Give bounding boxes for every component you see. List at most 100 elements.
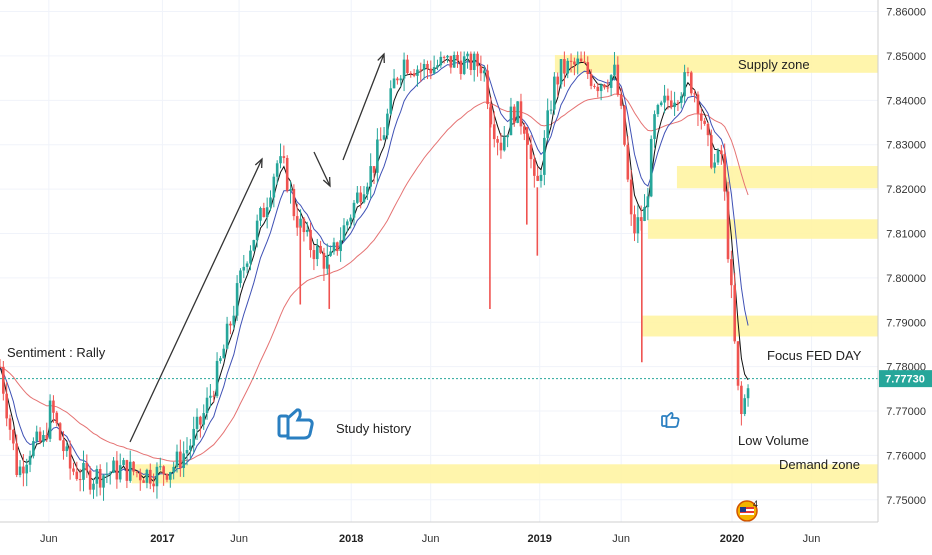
candle-body bbox=[626, 144, 630, 180]
candle-body bbox=[586, 62, 590, 74]
candle-body bbox=[556, 76, 560, 85]
candle-body bbox=[422, 63, 426, 70]
candle-body bbox=[35, 431, 39, 442]
candle-body bbox=[356, 192, 359, 203]
candle-body bbox=[219, 358, 222, 361]
candle-body bbox=[65, 446, 69, 452]
candle-body bbox=[212, 395, 216, 397]
candle-body bbox=[509, 106, 513, 136]
candle-body bbox=[539, 174, 543, 181]
candle-body bbox=[199, 416, 202, 425]
candle-body bbox=[32, 441, 35, 457]
thumbs-up-icon bbox=[277, 408, 314, 440]
candle-body bbox=[322, 252, 326, 269]
candle-body bbox=[68, 446, 72, 469]
candle-body bbox=[312, 250, 316, 260]
candle-body bbox=[158, 466, 162, 468]
candle-body bbox=[726, 191, 730, 260]
candle-body bbox=[736, 341, 740, 386]
candle-body bbox=[636, 217, 640, 234]
candle-body bbox=[559, 59, 563, 85]
candle-body bbox=[362, 194, 366, 203]
candle-body bbox=[710, 135, 713, 168]
candle-body bbox=[272, 176, 276, 198]
candle-body bbox=[519, 101, 523, 127]
candle-body bbox=[656, 104, 660, 115]
candle-body bbox=[179, 451, 182, 469]
candle-body bbox=[292, 188, 296, 217]
candle-body bbox=[45, 434, 49, 439]
candles bbox=[0, 51, 750, 501]
candle-body bbox=[452, 54, 456, 68]
current-price-tag: 7.77730 bbox=[879, 370, 932, 388]
candle-body bbox=[242, 266, 246, 271]
candle-body bbox=[740, 385, 743, 415]
candle-body bbox=[523, 126, 526, 134]
chart-gridlines bbox=[0, 0, 878, 522]
candle-body bbox=[436, 65, 439, 68]
candle-body bbox=[683, 72, 686, 97]
candle-body bbox=[402, 59, 406, 79]
candle-body bbox=[282, 156, 286, 158]
price-zones bbox=[131, 55, 878, 484]
candle-body bbox=[329, 251, 332, 256]
supply-zone-label: Supply zone bbox=[738, 57, 810, 72]
candle-body bbox=[42, 434, 45, 443]
price-tick-label: 7.76000 bbox=[886, 450, 926, 462]
thumbs-up-icon bbox=[661, 412, 680, 428]
candle-body bbox=[225, 323, 229, 349]
candle-body bbox=[72, 468, 75, 472]
candle-body bbox=[285, 157, 289, 191]
candle-body bbox=[529, 144, 533, 160]
candle-body bbox=[352, 202, 356, 218]
candle-body bbox=[38, 431, 42, 443]
candle-body bbox=[148, 469, 152, 484]
candle-body bbox=[546, 110, 549, 138]
candle-body bbox=[686, 72, 690, 74]
candle-body bbox=[713, 162, 716, 168]
candle-body bbox=[633, 214, 636, 234]
candle-body bbox=[696, 94, 700, 114]
candle-body bbox=[679, 96, 683, 103]
candle-body bbox=[376, 139, 379, 173]
candle-body bbox=[162, 466, 165, 475]
sentiment-label: Sentiment : Rally bbox=[7, 345, 106, 360]
time-tick-label: Jun bbox=[803, 533, 821, 545]
candle-body bbox=[676, 102, 680, 104]
candle-body bbox=[275, 163, 279, 177]
candle-body bbox=[332, 242, 336, 252]
candle-body bbox=[58, 423, 62, 441]
candle-body bbox=[305, 229, 309, 233]
candle-body bbox=[202, 413, 206, 425]
candle-body bbox=[25, 464, 29, 474]
candle-body bbox=[235, 283, 239, 316]
candle-body bbox=[205, 397, 209, 414]
candle-body bbox=[52, 400, 55, 413]
candle-body bbox=[209, 395, 212, 398]
candle-body bbox=[693, 93, 696, 95]
candle-body bbox=[222, 348, 226, 359]
candle-body bbox=[289, 188, 292, 191]
candle-body bbox=[262, 207, 266, 218]
candle-body bbox=[82, 462, 85, 480]
candle-body bbox=[673, 102, 676, 108]
candle-body bbox=[392, 78, 396, 89]
zone-3-zone bbox=[647, 219, 878, 239]
candle-body bbox=[583, 61, 586, 63]
candle-body bbox=[138, 472, 142, 481]
candle-body bbox=[115, 460, 119, 480]
candle-body bbox=[459, 60, 463, 74]
candle-body bbox=[229, 323, 232, 326]
candle-body bbox=[8, 418, 12, 430]
candle-body bbox=[596, 86, 600, 92]
candle-body bbox=[359, 192, 362, 203]
candle-body bbox=[396, 78, 399, 81]
rally-arrow-2 bbox=[342, 53, 385, 161]
candle-body bbox=[429, 68, 433, 74]
badge-number: 4 bbox=[753, 499, 758, 509]
candle-body bbox=[746, 388, 750, 399]
candle-body bbox=[472, 53, 476, 71]
time-tick-label: Jun bbox=[40, 533, 58, 545]
candle-body bbox=[128, 461, 132, 481]
price-axis: 7.86000 7.85000 7.84000 7.83000 7.82000 7.810… bbox=[886, 7, 926, 507]
